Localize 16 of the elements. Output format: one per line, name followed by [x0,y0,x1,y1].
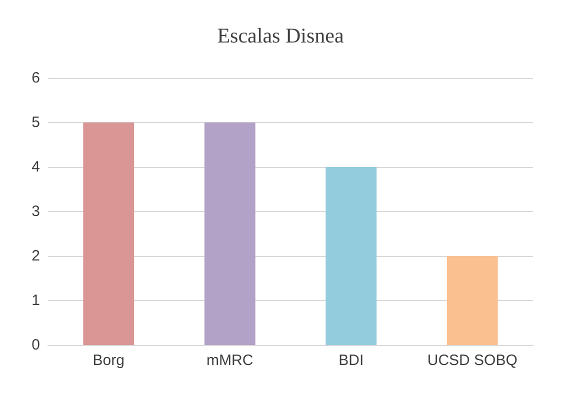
y-tick-label: 1 [32,292,40,309]
x-tick-label: Borg [92,352,124,369]
y-tick-label: 2 [32,248,40,264]
y-tick-label: 4 [32,158,40,176]
y-tick-label: 6 [32,70,40,86]
y-tick-label: 5 [32,114,40,131]
bar [83,122,134,345]
x-tick-label: BDI [338,352,364,369]
x-tick-label: mMRC [206,352,254,369]
bar [446,256,498,345]
y-tick-label: 3 [32,203,40,220]
bar [204,122,256,345]
y-tick-label: 0 [32,336,40,354]
chart-title: Escalas Disnea [217,24,344,48]
bar [326,167,377,345]
x-tick-label: UCSD SOBQ [427,352,518,369]
